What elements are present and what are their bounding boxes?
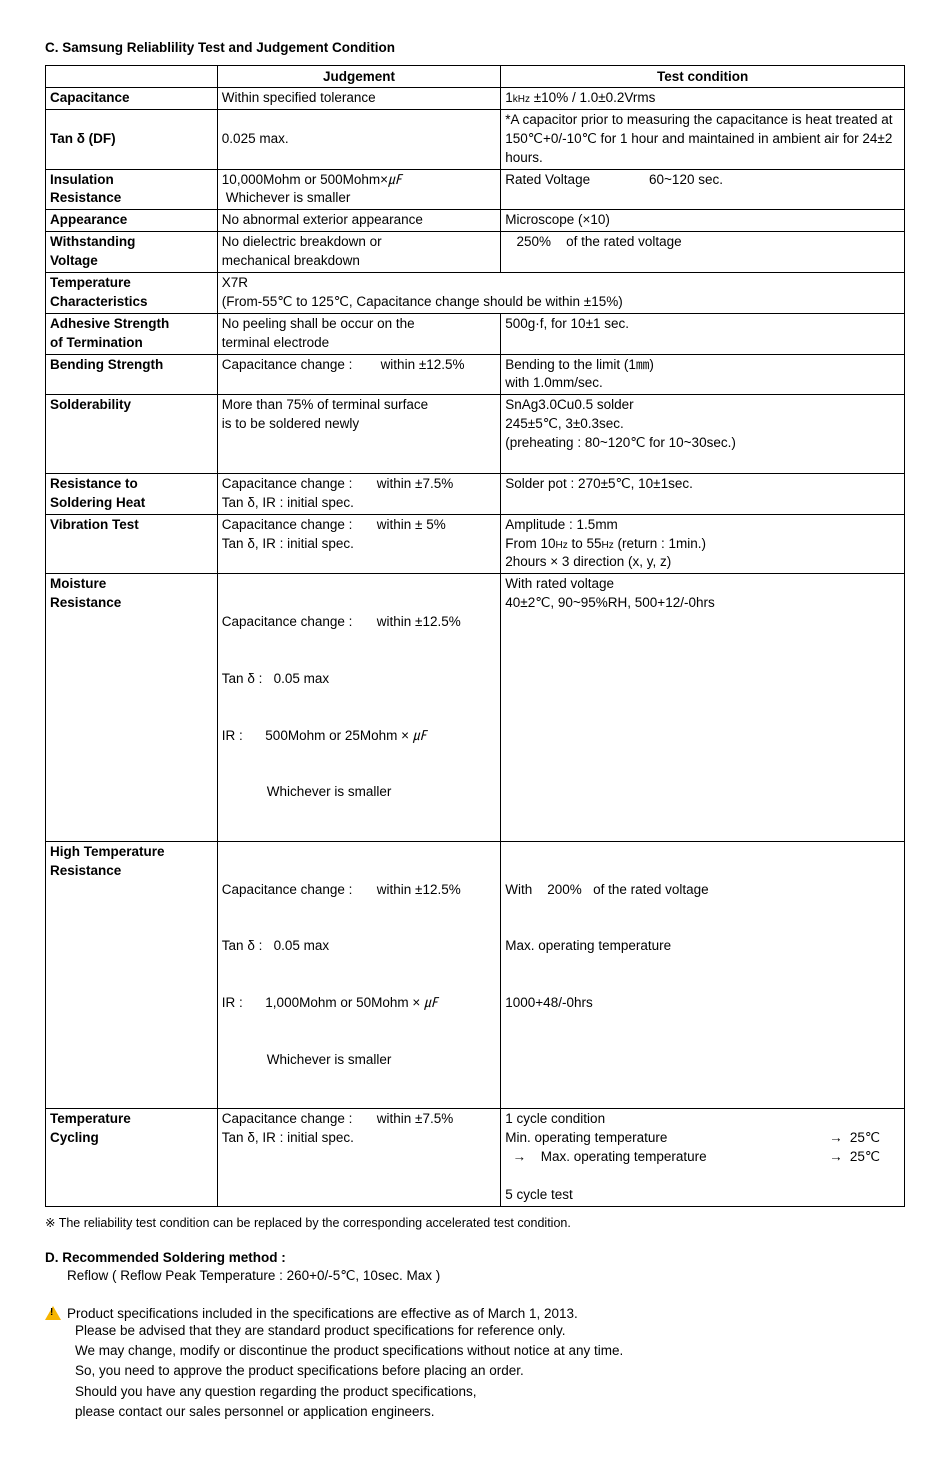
section-c-title: C. Samsung Reliablility Test and Judgeme… <box>45 40 905 55</box>
test-cell: Amplitude : 1.5mm From 10Hz to 55Hz (ret… <box>501 514 905 574</box>
advisory-line: We may change, modify or discontinue the… <box>75 1341 905 1361</box>
test-cell: With rated voltage 40±2℃, 90~95%RH, 500+… <box>501 574 905 841</box>
test-cell: 1 cycle condition Min. operating tempera… <box>501 1109 905 1206</box>
table-row: Vibration Test Capacitance change :withi… <box>46 514 905 574</box>
advisory-line: Should you have any question regarding t… <box>75 1382 905 1402</box>
advisory-line: So, you need to approve the product spec… <box>75 1361 905 1381</box>
judge-cell: Capacitance change :within ±7.5% Tan δ, … <box>217 1109 500 1206</box>
judge-cell: Within specified tolerance <box>217 88 500 110</box>
param-cycling: Temperature Cycling <box>46 1109 218 1206</box>
test-cell: With 200% of the rated voltage Max. oper… <box>501 841 905 1108</box>
table-row: Resistance to Soldering Heat Capacitance… <box>46 473 905 514</box>
arrow-icon: → <box>822 1129 850 1148</box>
judge-cell: No peeling shall be occur on the termina… <box>217 313 500 354</box>
param-capacitance: Capacitance <box>46 88 218 110</box>
judge-cell: No abnormal exterior appearance <box>217 210 500 232</box>
param-moisture: Moisture Resistance <box>46 574 218 841</box>
test-cell: 1kHz ±10% / 1.0±0.2Vrms <box>501 88 905 110</box>
table-row: Withstanding Voltage No dielectric break… <box>46 232 905 273</box>
judge-cell: No dielectric breakdown or mechanical br… <box>217 232 500 273</box>
param-bending: Bending Strength <box>46 354 218 395</box>
param-resist-heat: Resistance to Soldering Heat <box>46 473 218 514</box>
table-row: Moisture Resistance Capacitance change :… <box>46 574 905 841</box>
judge-cell: 0.025 max. <box>217 109 500 169</box>
table-row: Tan δ (DF) 0.025 max. *A capacitor prior… <box>46 109 905 169</box>
section-d-sub: Reflow ( Reflow Peak Temperature : 260+0… <box>67 1268 905 1284</box>
param-solderability: Solderability <box>46 395 218 474</box>
table-row: High Temperature Resistance Capacitance … <box>46 841 905 1108</box>
param-high-temp: High Temperature Resistance <box>46 841 218 1108</box>
test-cell: Bending to the limit (1㎜) with 1.0mm/sec… <box>501 354 905 395</box>
section-d-title: D. Recommended Soldering method : <box>45 1250 905 1265</box>
judge-cell: Capacitance change :within ± 5% Tan δ, I… <box>217 514 500 574</box>
table-row: Bending Strength Capacitance change : wi… <box>46 354 905 395</box>
table-row: Capacitance Within specified tolerance 1… <box>46 88 905 110</box>
arrow-icon: → <box>822 1148 850 1167</box>
note-text: ※ The reliability test condition can be … <box>45 1215 905 1230</box>
header-blank <box>46 66 218 88</box>
advisory-line: Please be advised that they are standard… <box>75 1321 905 1341</box>
table-row: Temperature Cycling Capacitance change :… <box>46 1109 905 1206</box>
param-adhesive: Adhesive Strength of Termination <box>46 313 218 354</box>
warning-icon <box>45 1306 61 1320</box>
judge-cell: Capacitance change :within ±12.5% Tan δ … <box>217 574 500 841</box>
judge-cell: Capacitance change :within ±12.5% Tan δ … <box>217 841 500 1108</box>
table-row: Temperature Characteristics X7R (From-55… <box>46 273 905 314</box>
advisory-line: Product specifications included in the s… <box>67 1306 578 1321</box>
judge-cell: More than 75% of terminal surface is to … <box>217 395 500 474</box>
param-insulation: Insulation Resistance <box>46 169 218 210</box>
judge-cell: 10,000Mohm or 500Mohm×㎌ Whichever is sma… <box>217 169 500 210</box>
header-test: Test condition <box>501 66 905 88</box>
table-row: Adhesive Strength of Termination No peel… <box>46 313 905 354</box>
test-cell: Rated Voltage 60~120 sec. <box>501 169 905 210</box>
test-cell: Solder pot : 270±5℃, 10±1sec. <box>501 473 905 514</box>
advisory-line: please contact our sales personnel or ap… <box>75 1402 905 1422</box>
judge-cell: Capacitance change : within ±12.5% <box>217 354 500 395</box>
table-row: Solderability More than 75% of terminal … <box>46 395 905 474</box>
table-row: Insulation Resistance 10,000Mohm or 500M… <box>46 169 905 210</box>
param-temp-char: Temperature Characteristics <box>46 273 218 314</box>
param-vibration: Vibration Test <box>46 514 218 574</box>
test-cell: 500g·f, for 10±1 sec. <box>501 313 905 354</box>
header-judgement: Judgement <box>217 66 500 88</box>
table-row: Appearance No abnormal exterior appearan… <box>46 210 905 232</box>
test-cell: *A capacitor prior to measuring the capa… <box>501 109 905 169</box>
test-cell: 250% of the rated voltage <box>501 232 905 273</box>
param-tan-d: Tan δ (DF) <box>46 109 218 169</box>
param-appearance: Appearance <box>46 210 218 232</box>
arrow-icon: → <box>505 1148 533 1167</box>
advisory-block: Product specifications included in the s… <box>45 1306 905 1422</box>
judge-test-merged: X7R (From-55℃ to 125℃, Capacitance chang… <box>217 273 904 314</box>
test-cell: Microscope (×10) <box>501 210 905 232</box>
param-withstanding: Withstanding Voltage <box>46 232 218 273</box>
test-cell: SnAg3.0Cu0.5 solder 245±5℃, 3±0.3sec. (p… <box>501 395 905 474</box>
judge-cell: Capacitance change :within ±7.5% Tan δ, … <box>217 473 500 514</box>
reliability-table: Judgement Test condition Capacitance Wit… <box>45 65 905 1207</box>
